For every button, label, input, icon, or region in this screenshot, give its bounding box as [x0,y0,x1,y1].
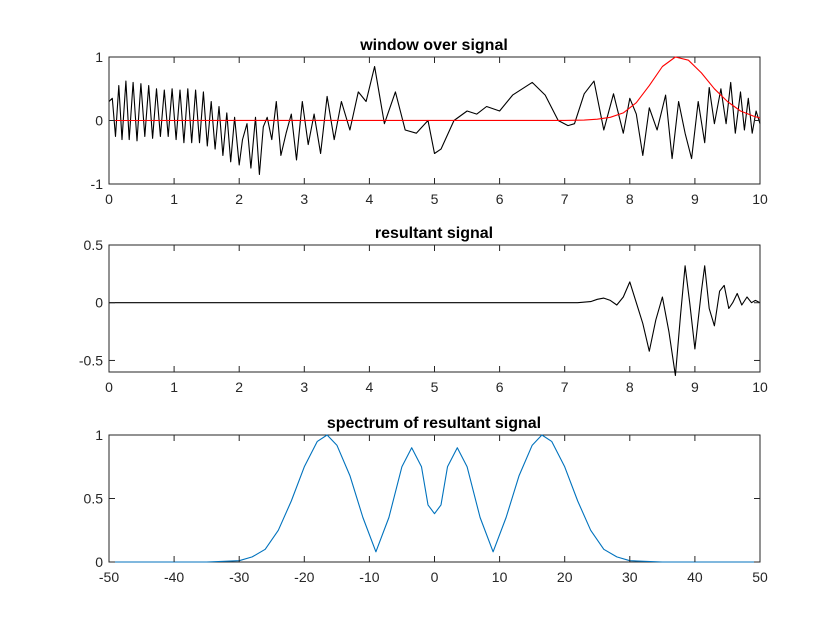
x-tick-label: 5 [431,191,439,207]
x-tick-label: 10 [752,379,768,395]
x-tick-label: 0 [105,191,113,207]
series-line-0 [108,65,761,176]
series-layer [109,434,760,563]
y-tick-label: 0 [95,113,103,129]
x-tick-label: 10 [752,191,768,207]
x-tick-label: 0 [105,379,113,395]
x-axis-ticks: -50 -40 -30 -20 -10 0 10 20 30 40 50 [99,435,768,585]
x-tick-label: 6 [496,379,504,395]
y-tick-label: -0.5 [79,352,103,368]
y-tick-label: 1 [95,427,103,443]
x-tick-label: 8 [626,379,634,395]
y-tick-label: 0 [95,554,103,570]
x-tick-label: 4 [366,379,374,395]
x-tick-label: 1 [170,379,178,395]
panel-resultant-signal: resultant signal 0 1 2 3 4 5 6 7 8 9 10 -0.500.5 [79,225,768,395]
panel-spectrum-of-resultant-signal: spectrum of resultant signal -50 -40 -30 -2… [84,415,768,585]
x-tick-label: 3 [300,379,308,395]
x-tick-label: 7 [561,379,569,395]
x-tick-label: 3 [300,191,308,207]
panel-window-over-signal: window over signal 0 1 2 3 4 5 6 7 8 9 10 -101 [91,37,768,207]
y-tick-label: -1 [91,176,104,192]
y-axis-ticks: -1 0 1 [91,49,760,192]
x-axis-ticks: 0 1 2 3 4 5 6 7 8 9 10 [105,245,768,395]
x-tick-label: 6 [496,191,504,207]
x-tick-label: 7 [561,191,569,207]
x-tick-label: 40 [687,569,703,585]
chart-title: window over signal [359,37,508,54]
plot-area [108,434,761,563]
x-tick-label: 9 [691,191,699,207]
x-tick-label: 9 [691,379,699,395]
x-tick-label: -20 [294,569,314,585]
x-tick-label: 50 [752,569,768,585]
series-line-1 [108,56,761,122]
x-tick-label: 8 [626,191,634,207]
y-axis-ticks: -0.5 0 0.5 [79,237,760,368]
x-tick-label: -30 [229,569,249,585]
y-tick-label: 0 [95,295,103,311]
x-tick-label: 2 [235,191,243,207]
series-line-0 [109,434,760,563]
plot-area [108,244,761,373]
x-tick-label: 5 [431,379,439,395]
x-tick-label: -10 [359,569,379,585]
y-tick-label: 0.5 [84,491,104,507]
y-axis-ticks: 00.51 [84,427,760,570]
x-tick-label: 0 [431,569,439,585]
chart-title: resultant signal [375,225,493,242]
x-tick-label: 2 [235,379,243,395]
x-axis-ticks: 0 1 2 3 4 5 6 7 8 9 10 [105,57,768,207]
x-tick-label: -40 [164,569,184,585]
series-layer [109,265,761,377]
x-tick-label: 20 [557,569,573,585]
chart-title: spectrum of resultant signal [327,415,541,432]
series-line-0 [109,265,761,377]
series-layer [108,56,761,176]
y-tick-label: 0.5 [84,237,104,253]
x-tick-label: 1 [170,191,178,207]
x-tick-label: 4 [366,191,374,207]
x-tick-label: 30 [622,569,638,585]
x-tick-label: -50 [99,569,119,585]
y-tick-label: 1 [95,49,103,65]
x-tick-label: 10 [492,569,508,585]
